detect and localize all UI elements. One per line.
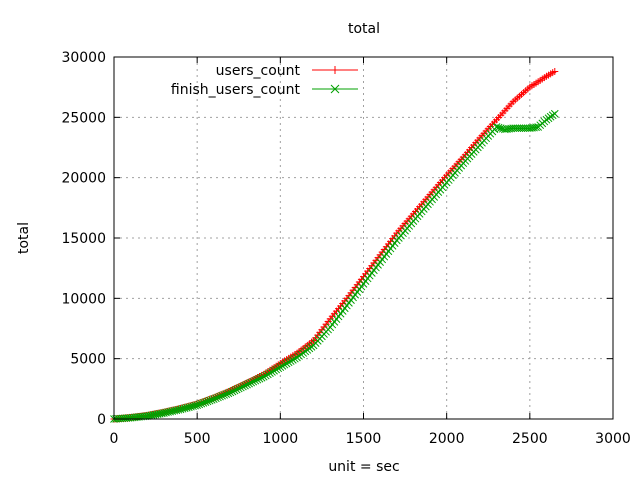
data-point <box>243 380 251 389</box>
data-point <box>239 382 247 391</box>
data-point <box>201 398 210 406</box>
ticks: 0 500 1000 1500 2000 2500 30000500010000150002… <box>61 50 630 447</box>
data-point <box>199 399 208 407</box>
grid <box>114 57 613 419</box>
data-point <box>274 364 283 373</box>
data-point <box>276 363 285 371</box>
data-point <box>195 400 204 409</box>
series-layer <box>110 67 559 423</box>
data-point <box>270 366 278 375</box>
chart-title: total <box>348 21 380 37</box>
x-axis-label: unit = sec <box>328 459 399 475</box>
data-point <box>272 365 281 374</box>
data-point <box>224 389 233 398</box>
series-line <box>113 71 556 420</box>
data-point <box>214 393 222 402</box>
data-point <box>228 387 237 396</box>
data-point <box>203 397 212 406</box>
data-point <box>236 383 245 392</box>
data-point <box>278 362 287 370</box>
data-point <box>264 370 272 379</box>
data-point <box>268 368 276 376</box>
data-point <box>532 123 540 132</box>
data-point <box>288 356 297 364</box>
data-point <box>232 385 241 394</box>
x-tick-label: 1000 <box>263 431 299 447</box>
data-point <box>209 395 218 403</box>
y-tick-label: 5000 <box>70 352 106 368</box>
x-tick-label: 2000 <box>429 431 465 447</box>
data-point <box>241 381 249 390</box>
data-point <box>191 401 199 410</box>
data-point <box>249 377 258 386</box>
data-point <box>551 67 559 75</box>
y-axis-label: total <box>16 222 32 254</box>
data-point <box>230 386 239 395</box>
data-point <box>251 376 260 385</box>
y-tick-label: 0 <box>97 412 106 428</box>
y-tick-label: 25000 <box>61 110 106 126</box>
data-point <box>247 378 256 387</box>
x-tick-label: 500 <box>184 431 211 447</box>
data-point <box>220 391 229 399</box>
series-line <box>113 113 556 420</box>
data-point <box>255 374 264 383</box>
data-point <box>261 371 270 380</box>
data-point <box>284 358 293 367</box>
legend-label: users_count <box>216 63 301 79</box>
data-point <box>266 369 274 378</box>
y-tick-label: 15000 <box>61 231 106 247</box>
series-finish_users_count <box>110 109 559 423</box>
x-tick-label: 0 <box>110 431 119 447</box>
data-point <box>257 373 266 382</box>
x-tick-label: 2500 <box>512 431 548 447</box>
data-point <box>212 394 220 403</box>
legend-marker <box>331 66 339 74</box>
y-tick-label: 30000 <box>61 50 106 66</box>
data-point <box>216 392 224 401</box>
x-tick-label: 3000 <box>595 431 631 447</box>
data-point <box>205 396 214 405</box>
data-point <box>234 384 243 393</box>
data-point <box>207 395 216 404</box>
data-point <box>245 379 253 388</box>
y-tick-label: 10000 <box>61 291 106 307</box>
data-point <box>550 109 559 118</box>
series-users_count <box>110 67 559 423</box>
data-point <box>222 390 231 398</box>
data-point <box>197 399 206 408</box>
data-point <box>218 391 226 400</box>
data-point <box>291 354 299 363</box>
data-point <box>259 372 268 381</box>
legend: users_count finish_users_count <box>171 63 358 98</box>
data-point <box>282 359 291 368</box>
data-point <box>286 357 295 365</box>
y-tick-label: 20000 <box>61 171 106 187</box>
data-point <box>280 360 289 369</box>
x-tick-label: 1500 <box>346 431 382 447</box>
legend-label: finish_users_count <box>171 82 301 98</box>
legend-marker <box>330 84 340 94</box>
data-point <box>193 401 202 409</box>
data-point <box>253 375 262 384</box>
data-point <box>226 388 235 397</box>
